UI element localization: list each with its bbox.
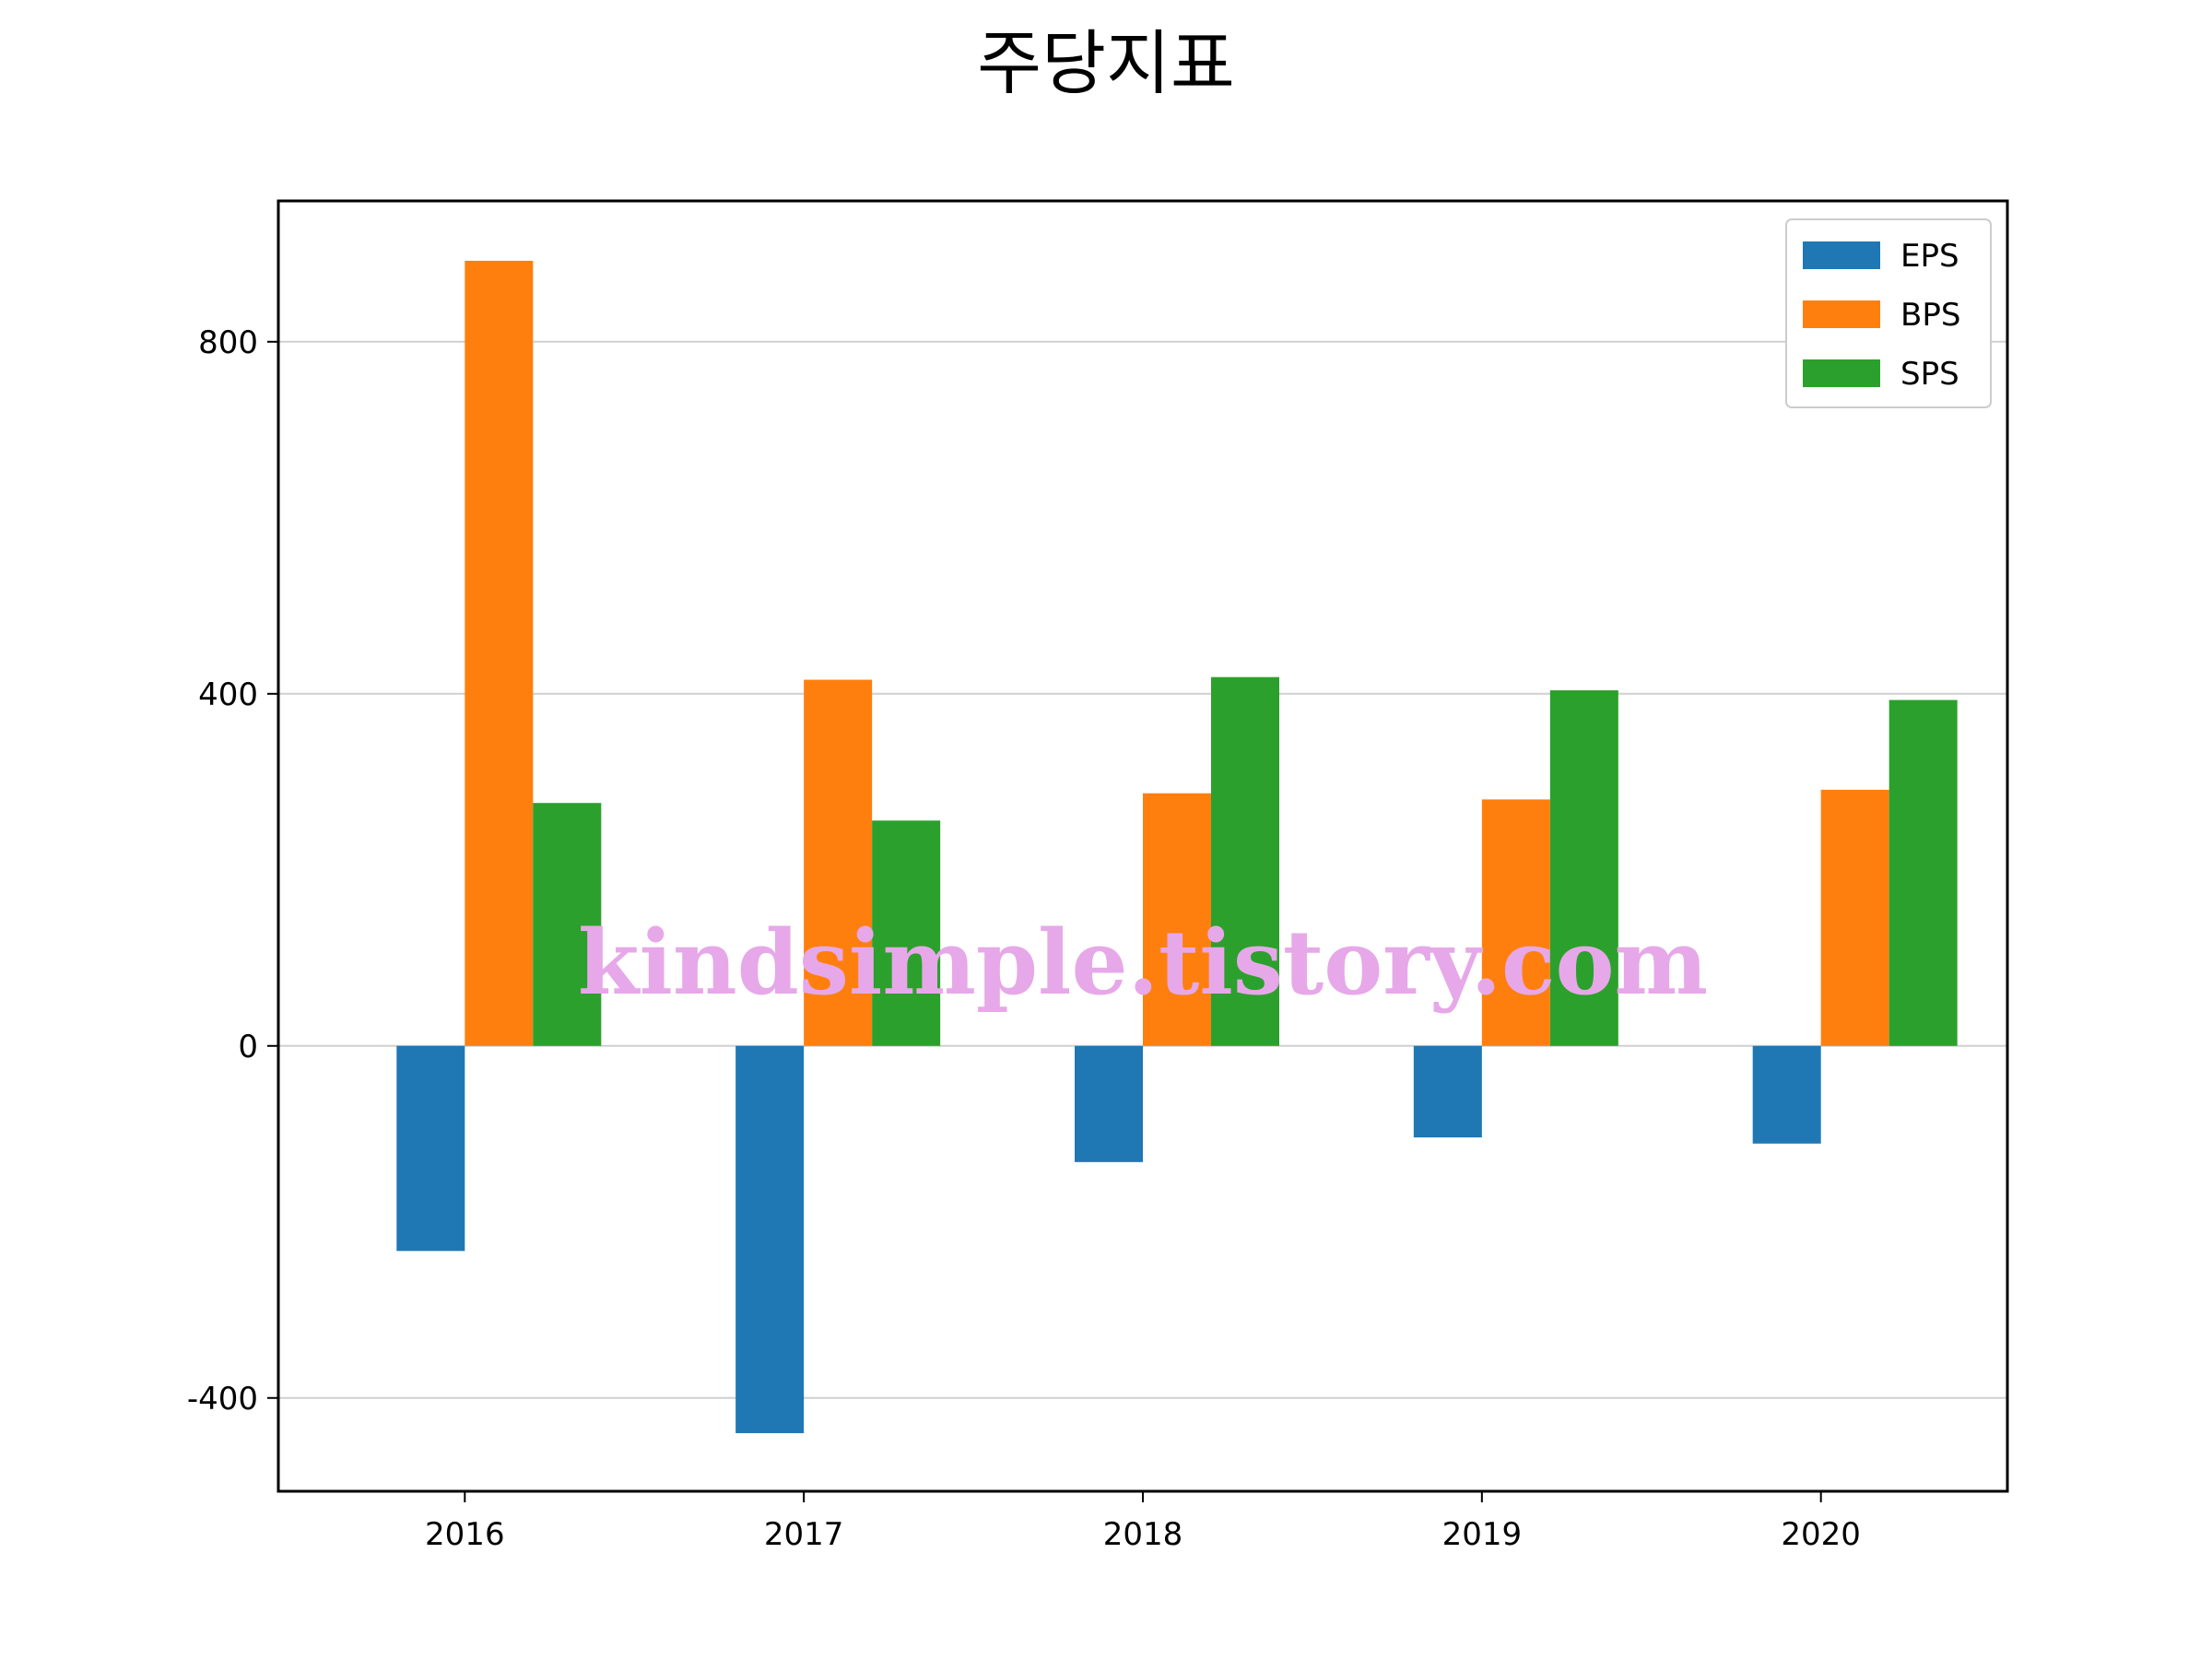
bar-eps-2020 xyxy=(1752,1045,1821,1144)
x-tick-label: 2020 xyxy=(1781,1516,1861,1553)
bar-sps-2019 xyxy=(1549,689,1618,1046)
watermark-text: kindsimple.tistory.com xyxy=(578,911,1708,1015)
bar-bps-2020 xyxy=(1820,789,1889,1046)
bar-bps-2017 xyxy=(804,679,873,1046)
x-tick-label: 2018 xyxy=(1103,1516,1183,1553)
legend-label-sps: SPS xyxy=(1900,356,1959,393)
bar-eps-2018 xyxy=(1075,1045,1143,1162)
y-tick-label: -400 xyxy=(187,1381,258,1418)
bar-eps-2017 xyxy=(735,1045,805,1433)
x-axis: 2016 2017 2018 2019 2020 xyxy=(425,1491,1861,1553)
x-tick-label: 2019 xyxy=(1442,1516,1523,1553)
bar-eps-2016 xyxy=(396,1045,465,1252)
bar-bps-2019 xyxy=(1481,799,1550,1046)
bar-bps-2018 xyxy=(1143,793,1211,1046)
y-tick-label: 800 xyxy=(198,324,258,361)
legend-swatch-bps xyxy=(1803,300,1880,328)
bar-bps-2016 xyxy=(465,260,534,1046)
y-tick-label: 400 xyxy=(198,677,258,713)
bar-sps-2018 xyxy=(1211,677,1279,1046)
x-tick-label: 2017 xyxy=(764,1516,844,1553)
gridlines xyxy=(278,340,2007,1399)
bar-sps-2020 xyxy=(1888,700,1958,1046)
y-tick-label: 0 xyxy=(238,1029,258,1065)
legend-label-bps: BPS xyxy=(1900,297,1960,334)
chart-title: 주당지표 xyxy=(977,22,1235,104)
bar-sps-2016 xyxy=(533,803,602,1046)
legend-label-eps: EPS xyxy=(1900,238,1959,275)
legend: EPS BPS SPS xyxy=(1785,218,1992,408)
y-axis: -400 0 400 800 xyxy=(187,324,278,1418)
legend-swatch-sps xyxy=(1803,359,1880,387)
bars xyxy=(396,260,1958,1433)
x-tick-label: 2016 xyxy=(425,1516,505,1553)
bar-sps-2017 xyxy=(872,820,941,1046)
legend-swatch-eps xyxy=(1803,241,1880,269)
bar-eps-2019 xyxy=(1413,1045,1482,1138)
